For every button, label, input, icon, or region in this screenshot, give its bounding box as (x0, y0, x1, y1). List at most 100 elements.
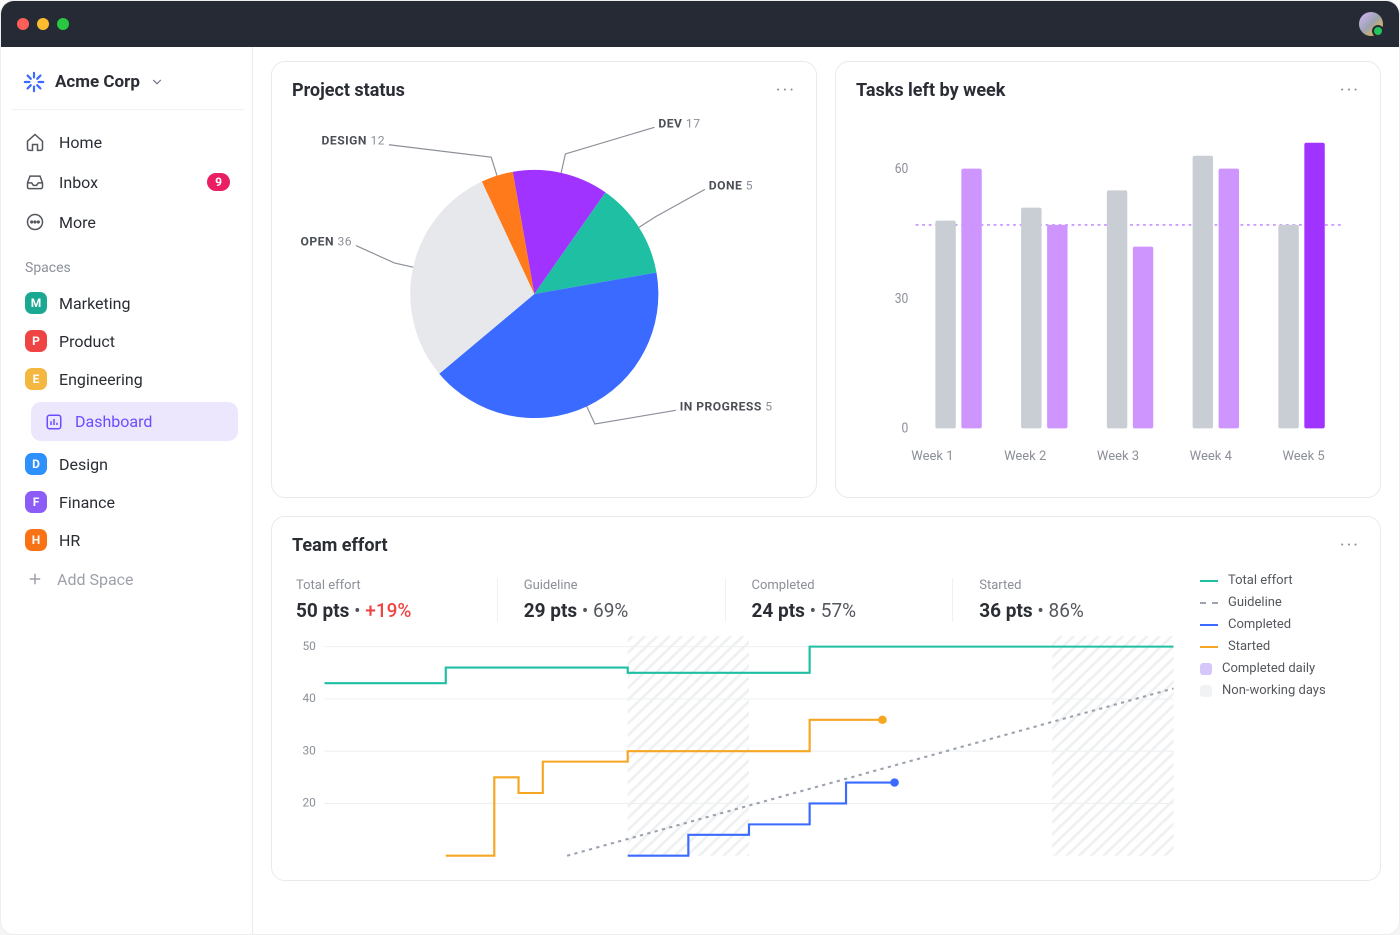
dashboard-label: Dashboard (75, 412, 152, 431)
sidebar-space-item[interactable]: F Finance (11, 483, 244, 521)
bar-x-label: Week 3 (1097, 449, 1139, 464)
space-badge: P (25, 330, 47, 352)
legend-item: Non-working days (1200, 683, 1360, 698)
workspace-switcher[interactable]: Acme Corp (11, 61, 244, 110)
bar[interactable] (1047, 225, 1067, 428)
nav-home[interactable]: Home (11, 122, 244, 162)
pie-slice-label: OPEN 36 (301, 235, 353, 249)
main-content: Project status ··· DEV 17 DONE 5 IN PROGRE… (253, 47, 1399, 934)
dashboard-top-row: Project status ··· DEV 17 DONE 5 IN PROGRE… (271, 61, 1381, 498)
space-badge: M (25, 292, 47, 314)
close-window-button[interactable] (17, 18, 29, 30)
pie-slice-label: DEV 17 (658, 116, 700, 130)
space-label: Engineering (59, 370, 143, 389)
sidebar-space-item[interactable]: D Design (11, 445, 244, 483)
traffic-lights (17, 18, 69, 30)
metric-label: Started (979, 578, 1154, 593)
pie-slice-label: IN PROGRESS 5 (680, 399, 773, 413)
tasks-by-week-chart: 0 30 60 Week 1 Week 2 Week 3 Week 4 Week 5 (856, 109, 1360, 479)
card-menu-button[interactable]: ··· (1340, 80, 1360, 101)
bar[interactable] (1278, 225, 1298, 428)
inbox-icon (25, 172, 45, 192)
svg-text:0: 0 (901, 421, 908, 437)
legend-swatch (1200, 602, 1218, 604)
metric: Completed24 pts • 57% (725, 578, 953, 622)
nav-inbox-label: Inbox (59, 173, 98, 192)
bar[interactable] (1304, 143, 1324, 429)
space-badge: F (25, 491, 47, 513)
sidebar-space-item[interactable]: P Product (11, 322, 244, 360)
space-badge: D (25, 453, 47, 475)
legend-item: Total effort (1200, 573, 1360, 588)
nav-more[interactable]: More (11, 202, 244, 242)
legend-label: Completed daily (1222, 661, 1315, 676)
dashboard-icon (45, 413, 63, 431)
nav-inbox[interactable]: Inbox 9 (11, 162, 244, 202)
metric: Guideline 29 pts • 69% (497, 578, 725, 622)
legend-label: Started (1228, 639, 1270, 654)
tasks-by-week-title: Tasks left by week (856, 80, 1005, 101)
bar-x-axis-labels: Week 1 Week 2 Week 3 Week 4 Week 5 (886, 449, 1350, 464)
sidebar-section-spaces: Spaces (11, 242, 244, 284)
nav-more-label: More (59, 213, 96, 232)
bar[interactable] (1193, 156, 1213, 429)
nav-home-label: Home (59, 133, 102, 152)
card-menu-button[interactable]: ··· (776, 80, 796, 101)
bar[interactable] (1107, 190, 1127, 428)
maximize-window-button[interactable] (57, 18, 69, 30)
spaces-list: M Marketing P Product EEngineering Dashboard… (11, 284, 244, 559)
pie-slice-label: DONE 5 (709, 178, 753, 192)
titlebar (1, 1, 1399, 47)
team-effort-chart: 20304050 (292, 632, 1180, 862)
bar[interactable] (1133, 247, 1153, 429)
sidebar-subitem-dashboard[interactable]: Dashboard (31, 402, 238, 441)
minimize-window-button[interactable] (37, 18, 49, 30)
space-label: Design (59, 455, 108, 474)
metric-value: 29 pts • 69% (524, 599, 699, 622)
space-label: HR (59, 531, 80, 550)
add-space-button[interactable]: Add Space (11, 559, 244, 599)
bar[interactable] (935, 221, 955, 429)
legend-label: Non-working days (1222, 683, 1326, 698)
metric-value: 50 pts • +19% (296, 599, 471, 622)
metrics-row: Total effort50 pts • +19%Guideline29 pts… (292, 578, 1180, 622)
svg-text:60: 60 (895, 161, 909, 177)
project-status-title: Project status (292, 80, 405, 101)
legend-item: Started (1200, 639, 1360, 654)
bar-x-label: Week 2 (1004, 449, 1046, 464)
plus-icon (25, 569, 45, 589)
sidebar-space-item[interactable]: EEngineering (11, 360, 244, 398)
legend-swatch (1200, 580, 1218, 582)
space-label: Product (59, 332, 115, 351)
bar-chart-svg: 0 30 60 (886, 119, 1350, 439)
metric: Started36 pts • 86% (952, 578, 1180, 622)
bar-x-label: Week 5 (1282, 449, 1324, 464)
workspace-logo-icon (23, 71, 45, 93)
sidebar-space-item[interactable]: H HR (11, 521, 244, 559)
sidebar-space-item[interactable]: M Marketing (11, 284, 244, 322)
bar-x-label: Week 1 (911, 449, 953, 464)
legend-swatch (1200, 663, 1212, 675)
space-label: Marketing (59, 294, 130, 313)
bar[interactable] (1021, 208, 1041, 429)
team-effort-title: Team effort (292, 535, 388, 556)
user-avatar[interactable] (1359, 12, 1383, 36)
svg-text:30: 30 (895, 291, 909, 307)
bar[interactable] (1219, 169, 1239, 429)
bar-x-label: Week 4 (1190, 449, 1232, 464)
card-menu-button[interactable]: ··· (1340, 535, 1360, 556)
project-status-chart: DEV 17DONE 5IN PROGRESS 5OPEN 36DESIGN 1… (292, 109, 796, 479)
app-body: Acme Corp Home Inbox 9 More (1, 47, 1399, 934)
space-badge: H (25, 529, 47, 551)
chevron-down-icon (150, 75, 164, 89)
sidebar: Acme Corp Home Inbox 9 More (1, 47, 253, 934)
card-project-status: Project status ··· DEV 17 DONE 5 IN PROGRE… (271, 61, 817, 498)
metric-label: Guideline (524, 578, 699, 593)
svg-text:20: 20 (302, 796, 315, 810)
bar[interactable] (961, 169, 981, 429)
legend-swatch (1200, 646, 1218, 648)
legend-item: Guideline (1200, 595, 1360, 610)
legend-label: Total effort (1228, 573, 1293, 588)
space-label: Finance (59, 493, 115, 512)
home-icon (25, 132, 45, 152)
